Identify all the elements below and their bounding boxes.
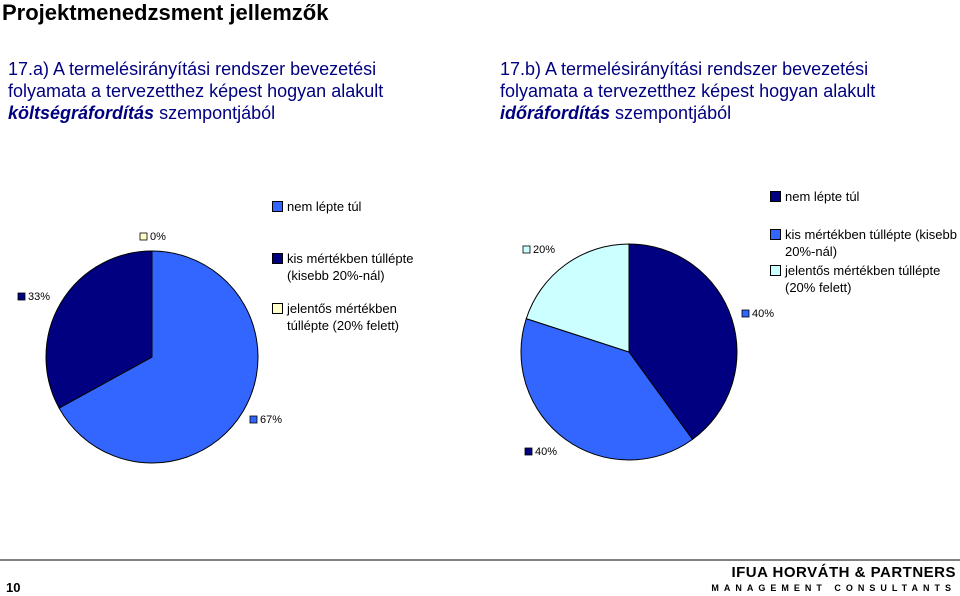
legend-label: nem lépte túl (287, 199, 362, 214)
data-label: 40% (752, 308, 774, 320)
data-label: 33% (28, 291, 50, 303)
label-key (17, 292, 26, 301)
logo-subtitle: MANAGEMENT CONSULTANTS (711, 583, 956, 593)
pie-slice (628, 243, 738, 441)
legend-key (272, 253, 283, 264)
legend-key (770, 265, 781, 276)
legend-key (272, 303, 283, 314)
page-number: 10 (6, 580, 21, 595)
pie-slice (58, 250, 259, 464)
legend-key (272, 201, 283, 212)
chart-title-part: 17.a) A termelésirányítási rendszer beve… (8, 59, 384, 101)
legend-label: kis mértékben túllépte (kisebb 20%-nál) (287, 251, 414, 283)
slide-title: Projektmenedzsment jellemzők (2, 0, 329, 25)
data-label: 20% (533, 244, 555, 256)
legend-label: jelentős mértékben túllépte (20% felett) (785, 263, 941, 295)
label-key (741, 309, 750, 318)
pie-slice (520, 317, 694, 461)
chart-title: 17.a) A termelésirányítási rendszer beve… (8, 58, 458, 124)
chart-title-part: költségráfordítás (8, 103, 155, 123)
legend-label: kis mértékben túllépte (kisebb 20%-nál) (785, 227, 957, 259)
data-label: 0% (150, 231, 166, 243)
label-key (139, 232, 148, 241)
chart-title-part: 17.b) A termelésirányítási rendszer beve… (500, 59, 876, 101)
label-key (524, 447, 533, 456)
chart-title-part: szempontjából (159, 103, 276, 123)
chart-title: 17.b) A termelésirányítási rendszer beve… (500, 58, 950, 124)
logo: IFUA HORVÁTH & PARTNERS (731, 564, 956, 581)
pie-slice (525, 243, 630, 353)
legend-key (770, 229, 781, 240)
legend-key (770, 191, 781, 202)
data-label: 67% (260, 414, 282, 426)
legend-label: jelentős mértékben túllépte (20% felett) (287, 301, 400, 333)
data-label: 40% (535, 446, 557, 458)
legend-label: nem lépte túl (785, 189, 860, 204)
chart-title-part: időráfordítás (500, 103, 611, 123)
chart-title-part: szempontjából (615, 103, 732, 123)
label-key (249, 415, 258, 424)
pie-slice (45, 250, 153, 409)
label-key (522, 245, 531, 254)
